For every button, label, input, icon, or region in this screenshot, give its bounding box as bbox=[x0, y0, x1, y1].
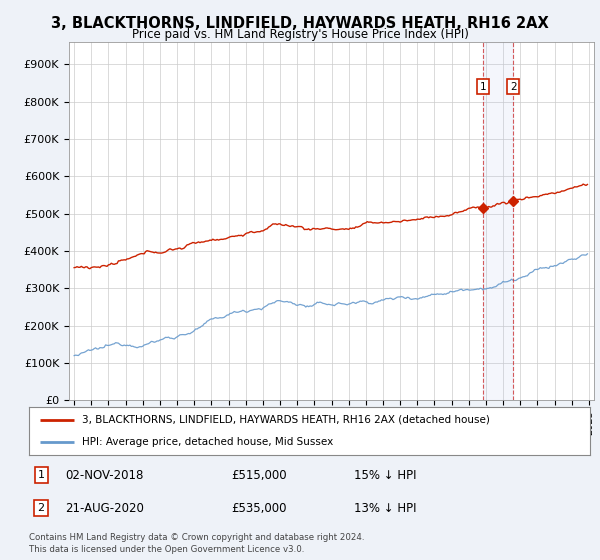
Text: 13% ↓ HPI: 13% ↓ HPI bbox=[354, 502, 416, 515]
Text: Contains HM Land Registry data © Crown copyright and database right 2024.
This d: Contains HM Land Registry data © Crown c… bbox=[29, 533, 364, 554]
Text: 1: 1 bbox=[480, 82, 487, 92]
Text: 21-AUG-2020: 21-AUG-2020 bbox=[65, 502, 144, 515]
Text: 15% ↓ HPI: 15% ↓ HPI bbox=[354, 469, 416, 482]
Text: Price paid vs. HM Land Registry's House Price Index (HPI): Price paid vs. HM Land Registry's House … bbox=[131, 28, 469, 41]
Text: 1: 1 bbox=[38, 470, 44, 480]
Text: 2: 2 bbox=[510, 82, 517, 92]
Text: 02-NOV-2018: 02-NOV-2018 bbox=[65, 469, 143, 482]
Text: 2: 2 bbox=[38, 503, 45, 513]
Bar bbox=[483, 42, 513, 400]
Text: 3, BLACKTHORNS, LINDFIELD, HAYWARDS HEATH, RH16 2AX (detached house): 3, BLACKTHORNS, LINDFIELD, HAYWARDS HEAT… bbox=[82, 415, 490, 425]
Text: 3, BLACKTHORNS, LINDFIELD, HAYWARDS HEATH, RH16 2AX: 3, BLACKTHORNS, LINDFIELD, HAYWARDS HEAT… bbox=[51, 16, 549, 31]
Text: £535,000: £535,000 bbox=[231, 502, 286, 515]
Text: HPI: Average price, detached house, Mid Sussex: HPI: Average price, detached house, Mid … bbox=[82, 437, 334, 447]
Text: £515,000: £515,000 bbox=[231, 469, 286, 482]
